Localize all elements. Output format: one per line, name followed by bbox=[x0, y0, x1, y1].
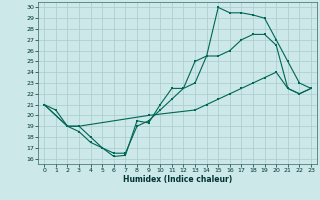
X-axis label: Humidex (Indice chaleur): Humidex (Indice chaleur) bbox=[123, 175, 232, 184]
